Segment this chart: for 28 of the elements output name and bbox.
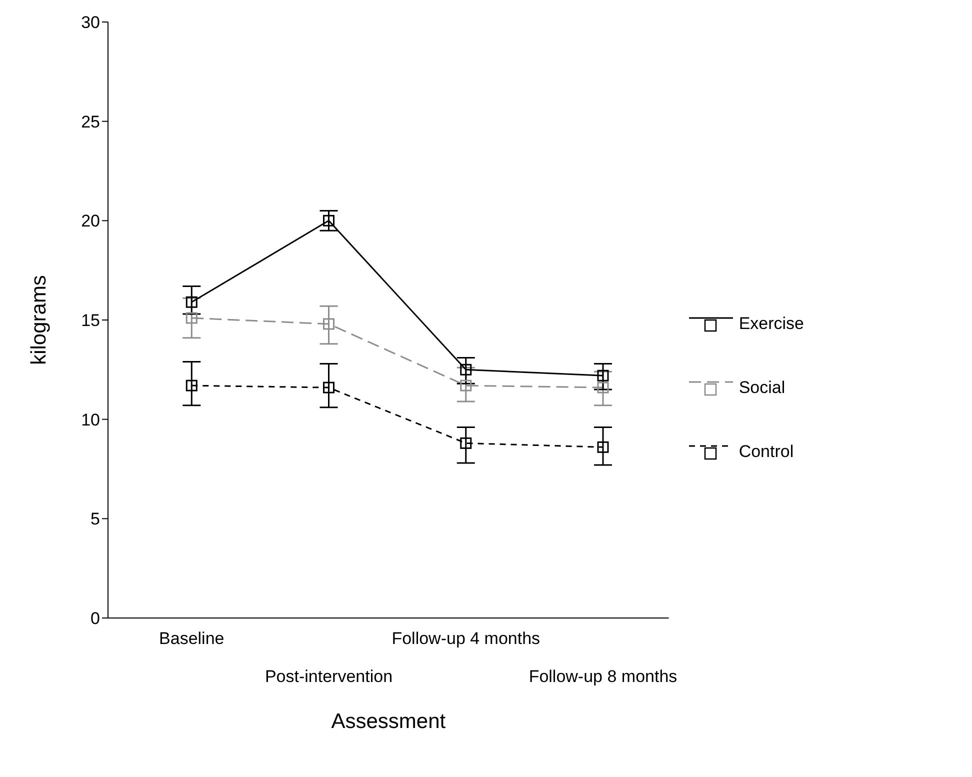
legend-label: Social: [738, 378, 786, 398]
x-tick-label: Follow-up 8 months: [528, 667, 678, 686]
x-tick-label: Baseline: [159, 629, 224, 648]
y-tick-label: 20: [81, 212, 100, 231]
point: [186, 380, 198, 392]
y-tick-label: 30: [81, 13, 100, 32]
point: [460, 380, 472, 392]
point: [597, 382, 609, 394]
point: [597, 441, 609, 453]
y-tick-label: 25: [81, 112, 100, 132]
y-tick-label: 10: [81, 410, 100, 430]
y-tick-label: 0: [90, 609, 100, 628]
y-axis-title: kilograms: [27, 275, 50, 365]
x-axis-title: Assessment: [331, 710, 446, 733]
point: [460, 437, 472, 449]
y-tick-label: 5: [90, 510, 100, 529]
y-tick-label: 15: [81, 311, 100, 330]
point: [323, 214, 335, 226]
x-tick-label: Follow-up 4 months: [392, 629, 540, 648]
point: [597, 370, 609, 382]
point: [186, 296, 198, 308]
point: [186, 312, 198, 324]
legend-label: Exercise: [738, 314, 804, 334]
point: [460, 364, 472, 376]
point: [323, 318, 335, 330]
point: [323, 382, 335, 394]
x-tick-label: Post-intervention: [264, 667, 393, 686]
legend-label: Control: [738, 442, 794, 462]
